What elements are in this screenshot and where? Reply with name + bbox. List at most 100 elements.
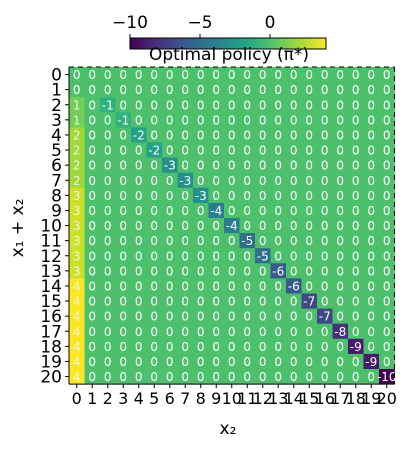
cell-value-label: 0 xyxy=(104,113,112,127)
heatmap-cell xyxy=(317,67,333,83)
cell-value-label: 0 xyxy=(88,264,96,278)
cell-value-label: 4 xyxy=(73,279,81,293)
heatmap-cell xyxy=(146,278,163,294)
cell-value-label: 0 xyxy=(383,174,391,188)
cell-value-label: 0 xyxy=(135,325,143,339)
heatmap-cell xyxy=(84,67,101,83)
heatmap-cell xyxy=(379,172,395,189)
cell-value-label: 0 xyxy=(305,264,313,278)
heatmap-cell xyxy=(84,97,101,113)
heatmap-cell xyxy=(177,97,194,113)
heatmap-cell xyxy=(255,278,271,294)
cell-value-label: 0 xyxy=(305,174,313,188)
heatmap-cell xyxy=(301,248,318,264)
heatmap-cell xyxy=(162,157,178,174)
y-tick-label: 15 xyxy=(40,292,62,312)
cell-value-label: 0 xyxy=(197,219,205,233)
heatmap-cell xyxy=(286,323,302,340)
heatmap-cell xyxy=(146,202,163,219)
heatmap-cell xyxy=(255,142,271,158)
cell-value-label: 0 xyxy=(228,113,236,127)
heatmap-cell xyxy=(332,82,349,98)
cell-value-label: 0 xyxy=(383,98,391,112)
heatmap-cell xyxy=(363,112,380,128)
cell-value-label: 0 xyxy=(88,249,96,263)
cell-value-label: 0 xyxy=(305,144,313,158)
heatmap-cell xyxy=(317,369,333,385)
cell-value-label: 0 xyxy=(274,340,282,354)
y-tick-label: 18 xyxy=(40,337,62,357)
heatmap-cell xyxy=(208,278,225,294)
cell-value-label: 0 xyxy=(305,234,313,248)
cell-value-label: 0 xyxy=(135,204,143,218)
heatmap-cell xyxy=(69,263,85,279)
cell-value-label: 0 xyxy=(197,68,205,82)
heatmap-cell xyxy=(239,218,256,234)
heatmap-cell xyxy=(224,248,240,264)
heatmap-cell xyxy=(131,142,147,158)
heatmap-cell xyxy=(115,369,132,385)
cell-value-label: 0 xyxy=(259,98,267,112)
cell-value-label: 0 xyxy=(212,264,220,278)
cell-value-label: 0 xyxy=(290,340,298,354)
heatmap-cell xyxy=(363,187,380,204)
cell-value-label: 0 xyxy=(119,174,127,188)
heatmap-cell xyxy=(348,233,364,249)
cell-value-label: 0 xyxy=(321,113,329,127)
heatmap-cell xyxy=(193,248,209,264)
heatmap-cell xyxy=(224,353,240,370)
heatmap-cell xyxy=(317,353,333,370)
cell-value-label: 0 xyxy=(259,83,267,97)
cell-value-label: 0 xyxy=(274,159,282,173)
cell-value-label: -5 xyxy=(241,234,253,248)
cell-value-label: -2 xyxy=(148,144,160,158)
cell-value-label: 0 xyxy=(104,83,112,97)
cell-value-label: 0 xyxy=(228,159,236,173)
cell-value-label: 0 xyxy=(367,295,375,309)
cell-value-label: 0 xyxy=(150,355,158,369)
heatmap-cell xyxy=(193,308,209,325)
heatmap-cell xyxy=(332,338,349,355)
cell-value-label: 0 xyxy=(383,128,391,142)
heatmap-cell xyxy=(193,187,209,204)
cell-value-label: 0 xyxy=(274,249,282,263)
heatmap-cell xyxy=(363,127,380,143)
heatmap-cell xyxy=(115,218,132,234)
cell-value-label: 0 xyxy=(197,174,205,188)
cell-value-label: 0 xyxy=(274,189,282,203)
cell-value-label: 3 xyxy=(73,249,81,263)
cell-value-label: 0 xyxy=(352,113,360,127)
cell-value-label: 0 xyxy=(352,128,360,142)
cell-value-label: -6 xyxy=(272,264,284,278)
cell-value-label: 0 xyxy=(104,174,112,188)
heatmap-cell xyxy=(162,248,178,264)
heatmap-cell xyxy=(208,187,225,204)
heatmap-cell xyxy=(363,323,380,340)
heatmap-cell xyxy=(131,157,147,174)
cell-value-label: 0 xyxy=(243,249,251,263)
heatmap-cell xyxy=(332,323,349,340)
cell-value-label: 0 xyxy=(212,219,220,233)
cell-value-label: 0 xyxy=(212,144,220,158)
heatmap-cell xyxy=(162,323,178,340)
heatmap-cell xyxy=(162,97,178,113)
heatmap-cell xyxy=(239,263,256,279)
heatmap-cell xyxy=(100,187,116,204)
heatmap-cell xyxy=(348,218,364,234)
cell-value-label: 0 xyxy=(104,310,112,324)
cell-value-label: 2 xyxy=(73,144,81,158)
cell-value-label: 0 xyxy=(197,144,205,158)
cell-value-label: 0 xyxy=(166,174,174,188)
cell-value-label: 0 xyxy=(197,159,205,173)
cell-value-label: 0 xyxy=(166,189,174,203)
heatmap-cell xyxy=(332,293,349,309)
heatmap-cell xyxy=(255,172,271,189)
heatmap-cell xyxy=(224,338,240,355)
cell-value-label: 0 xyxy=(336,144,344,158)
heatmap-cell xyxy=(162,218,178,234)
heatmap-cell xyxy=(193,278,209,294)
cell-value-label: 0 xyxy=(197,249,205,263)
heatmap-cell xyxy=(286,263,302,279)
cell-value-label: 0 xyxy=(383,355,391,369)
